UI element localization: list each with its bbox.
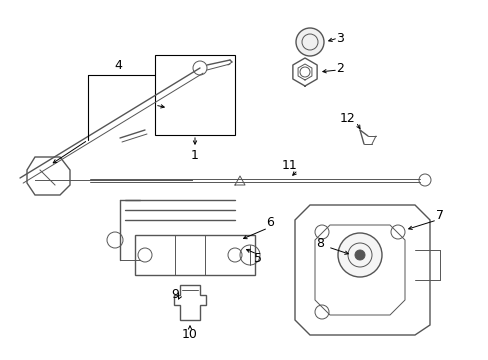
Text: 6: 6 [265, 216, 273, 229]
Circle shape [295, 28, 324, 56]
Text: 1: 1 [191, 149, 199, 162]
Bar [155, 55, 235, 135]
Text: 8: 8 [315, 237, 324, 249]
Text: 7: 7 [435, 208, 443, 221]
Text: 2: 2 [335, 62, 343, 75]
Text: 12: 12 [340, 112, 355, 125]
Text: 3: 3 [335, 32, 343, 45]
Text: 9: 9 [171, 288, 179, 301]
Text: 4: 4 [114, 59, 122, 72]
Circle shape [337, 233, 381, 277]
Bar [135, 235, 254, 275]
Text: 10: 10 [182, 328, 198, 342]
Text: 5: 5 [253, 252, 262, 265]
Circle shape [354, 250, 364, 260]
Text: 11: 11 [282, 158, 297, 171]
